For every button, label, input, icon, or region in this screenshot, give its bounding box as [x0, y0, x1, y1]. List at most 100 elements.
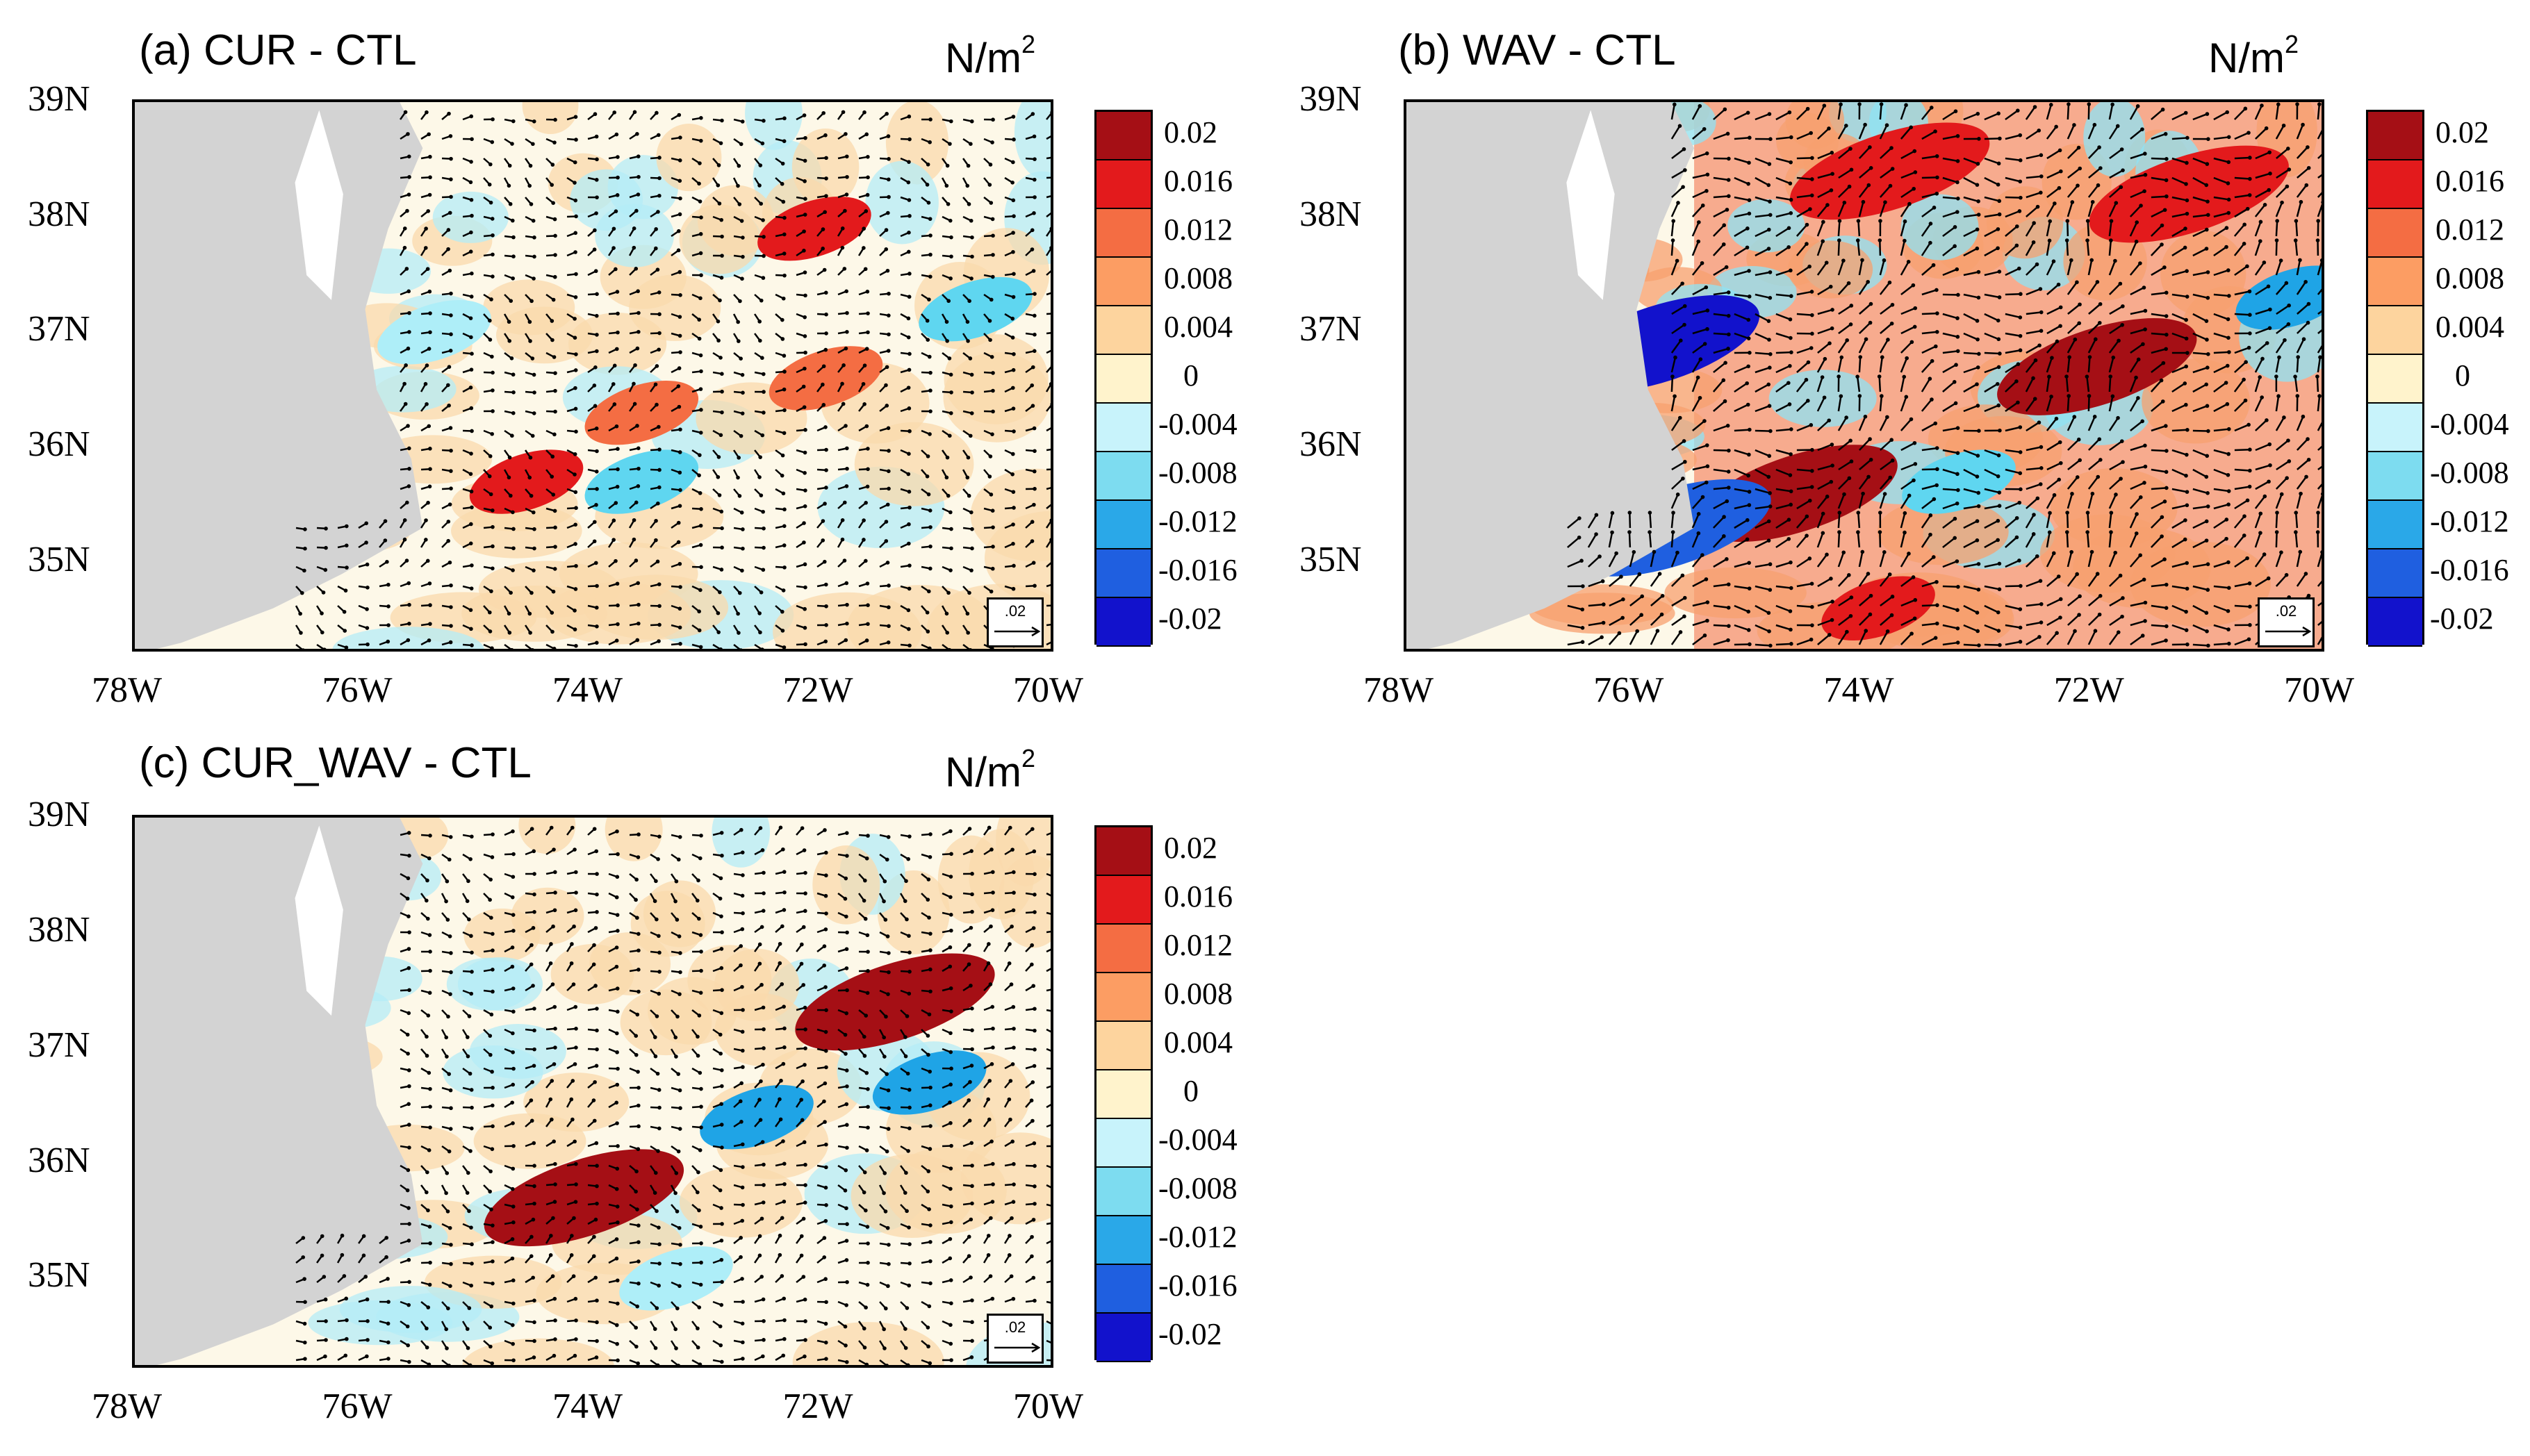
vector-head — [1580, 626, 1585, 630]
vector-head — [720, 234, 724, 239]
vector-head — [761, 218, 765, 222]
vector-head — [427, 933, 432, 937]
stress-vector — [2171, 293, 2187, 298]
vector-head — [1747, 269, 1751, 273]
vector-head — [2165, 332, 2169, 337]
vector-head — [737, 494, 742, 498]
anomaly-patch — [865, 160, 939, 245]
vector-head — [1011, 406, 1016, 411]
stress-vector — [1713, 362, 1726, 373]
vector-head — [2037, 635, 2042, 639]
vector-head — [697, 336, 702, 341]
anomaly-patch — [745, 102, 803, 150]
vector-head — [1903, 238, 1907, 243]
stress-vector — [1650, 613, 1663, 626]
anomaly-patch — [432, 191, 509, 243]
vector-head — [445, 1054, 449, 1059]
stress-vector — [1880, 322, 1893, 334]
vector-head — [718, 141, 723, 145]
stress-vector — [1963, 271, 1979, 276]
stress-vector — [1775, 313, 1791, 320]
stress-vector — [2109, 324, 2123, 335]
vector-head — [1786, 226, 1791, 231]
vector-head — [1789, 502, 1793, 507]
vector-head — [1878, 219, 1882, 223]
stress-vector — [1588, 622, 1604, 627]
vector-head — [657, 331, 662, 336]
stress-vector — [1942, 332, 1958, 338]
vector-head — [488, 897, 492, 902]
vector-head — [1789, 197, 1793, 202]
vector-head — [632, 110, 637, 115]
vector-head — [698, 387, 703, 391]
vector-head — [611, 518, 616, 523]
vector-head — [800, 1118, 805, 1123]
stress-vector — [2192, 214, 2208, 218]
stress-vector — [2213, 365, 2228, 374]
stress-vector — [2026, 154, 2042, 160]
stress-vector — [2046, 616, 2061, 627]
stress-vector — [2130, 153, 2146, 160]
vector-head — [699, 273, 703, 277]
stress-vector — [1879, 416, 1888, 431]
vector-head — [1008, 942, 1012, 946]
vector-head — [2039, 620, 2044, 624]
vector-head — [1789, 452, 1793, 456]
vector-head — [657, 1088, 662, 1092]
stress-vector — [1942, 350, 1958, 354]
vector-head — [1705, 600, 1710, 604]
vector-head — [532, 411, 536, 415]
stress-vector — [1692, 465, 1708, 471]
stress-vector — [2109, 148, 2123, 160]
stress-vector — [2192, 351, 2208, 356]
vector-head — [1011, 249, 1015, 254]
anomaly-feature — [2089, 145, 2289, 243]
vector-head — [594, 211, 598, 215]
vector-head — [677, 366, 682, 370]
vector-head — [406, 1052, 410, 1056]
vector-head — [2206, 137, 2210, 141]
vector-head — [928, 1085, 933, 1090]
vector-head — [511, 235, 516, 240]
stress-vector — [1755, 624, 1770, 632]
vector-head — [491, 566, 495, 571]
stress-vector — [1691, 222, 1700, 237]
stress-vector — [1963, 113, 1978, 121]
stress-vector — [1879, 631, 1889, 645]
vector-head — [1906, 260, 1911, 264]
vector-head — [552, 908, 557, 913]
stress-vector — [2129, 513, 2138, 529]
vector-head — [1008, 825, 1012, 830]
vector-head — [573, 295, 578, 299]
vector-head — [989, 201, 994, 205]
vector-head — [697, 916, 701, 921]
vector-head — [532, 119, 536, 124]
vector-head — [2205, 454, 2210, 458]
vector-head — [2306, 457, 2311, 462]
vector-head — [719, 914, 723, 918]
vector-head — [928, 388, 933, 393]
stress-vector — [1046, 468, 1051, 471]
vector-head — [821, 403, 826, 407]
vector-head — [1682, 439, 1686, 443]
stress-vector — [1963, 585, 1979, 590]
stress-vector — [2067, 147, 2080, 159]
stress-vector — [2275, 531, 2278, 548]
vector-head — [2120, 322, 2124, 327]
vector-head — [698, 856, 703, 861]
vector-head — [2143, 619, 2147, 623]
vector-head — [1868, 320, 1873, 325]
vector-head — [948, 945, 953, 950]
stress-vector — [1984, 213, 2000, 218]
vector-head — [2039, 174, 2044, 179]
vector-head — [970, 527, 974, 531]
vector-head — [2161, 361, 2166, 365]
stress-vector — [2046, 325, 2061, 335]
vector-head — [844, 1052, 848, 1056]
vector-head — [2224, 381, 2228, 385]
vector-head — [2115, 124, 2120, 129]
vector-head — [2284, 281, 2289, 286]
vector-head — [2278, 258, 2283, 263]
vector-head — [2279, 550, 2283, 554]
vector-head — [1766, 474, 1771, 479]
